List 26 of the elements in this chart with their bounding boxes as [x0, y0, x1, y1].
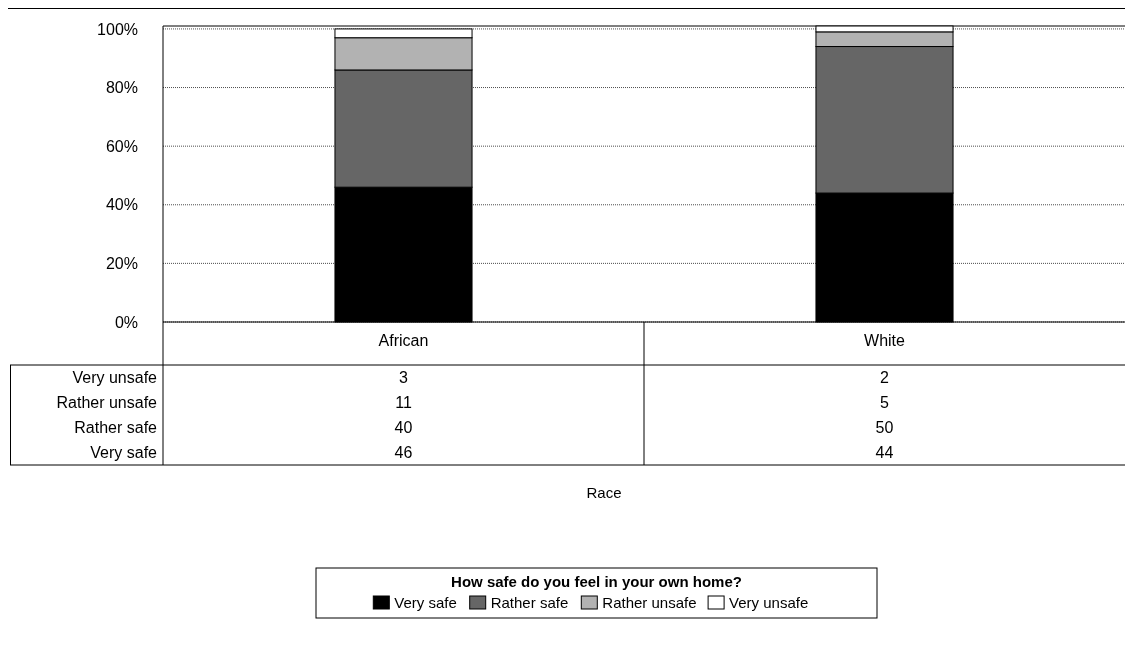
- data-label: 40: [394, 419, 413, 437]
- legend-label: Rather safe: [490, 594, 569, 612]
- text: Very unsafe: [72, 369, 157, 387]
- text: Race: [586, 484, 622, 501]
- text: Rather safe: [74, 419, 157, 437]
- data-label: 44: [875, 444, 894, 462]
- legend-label: Very unsafe: [729, 594, 809, 612]
- data-label: 50: [875, 419, 894, 437]
- legend-label: Very safe: [394, 594, 457, 612]
- y-tick-label: 60%: [105, 137, 138, 155]
- data-label: 3: [399, 369, 409, 387]
- legend-label: Rather unsafe: [602, 594, 697, 612]
- y-tick-label: 20%: [105, 254, 138, 272]
- text: Rather unsafe: [56, 394, 157, 412]
- data-label: 2: [880, 369, 890, 387]
- data-label: 5: [880, 394, 890, 412]
- data-label: 11: [395, 394, 412, 412]
- x-tick-label: African: [378, 331, 429, 349]
- y-tick-label: 100%: [97, 20, 138, 38]
- y-tick-label: 80%: [105, 79, 138, 97]
- y-tick-label: 40%: [105, 196, 138, 214]
- y-tick-label: 0%: [114, 313, 138, 331]
- text: Very safe: [90, 444, 157, 462]
- data-label: 46: [394, 444, 413, 462]
- x-tick-label: White: [864, 331, 906, 349]
- legend-title: How safe do you feel in your own home?: [451, 573, 742, 591]
